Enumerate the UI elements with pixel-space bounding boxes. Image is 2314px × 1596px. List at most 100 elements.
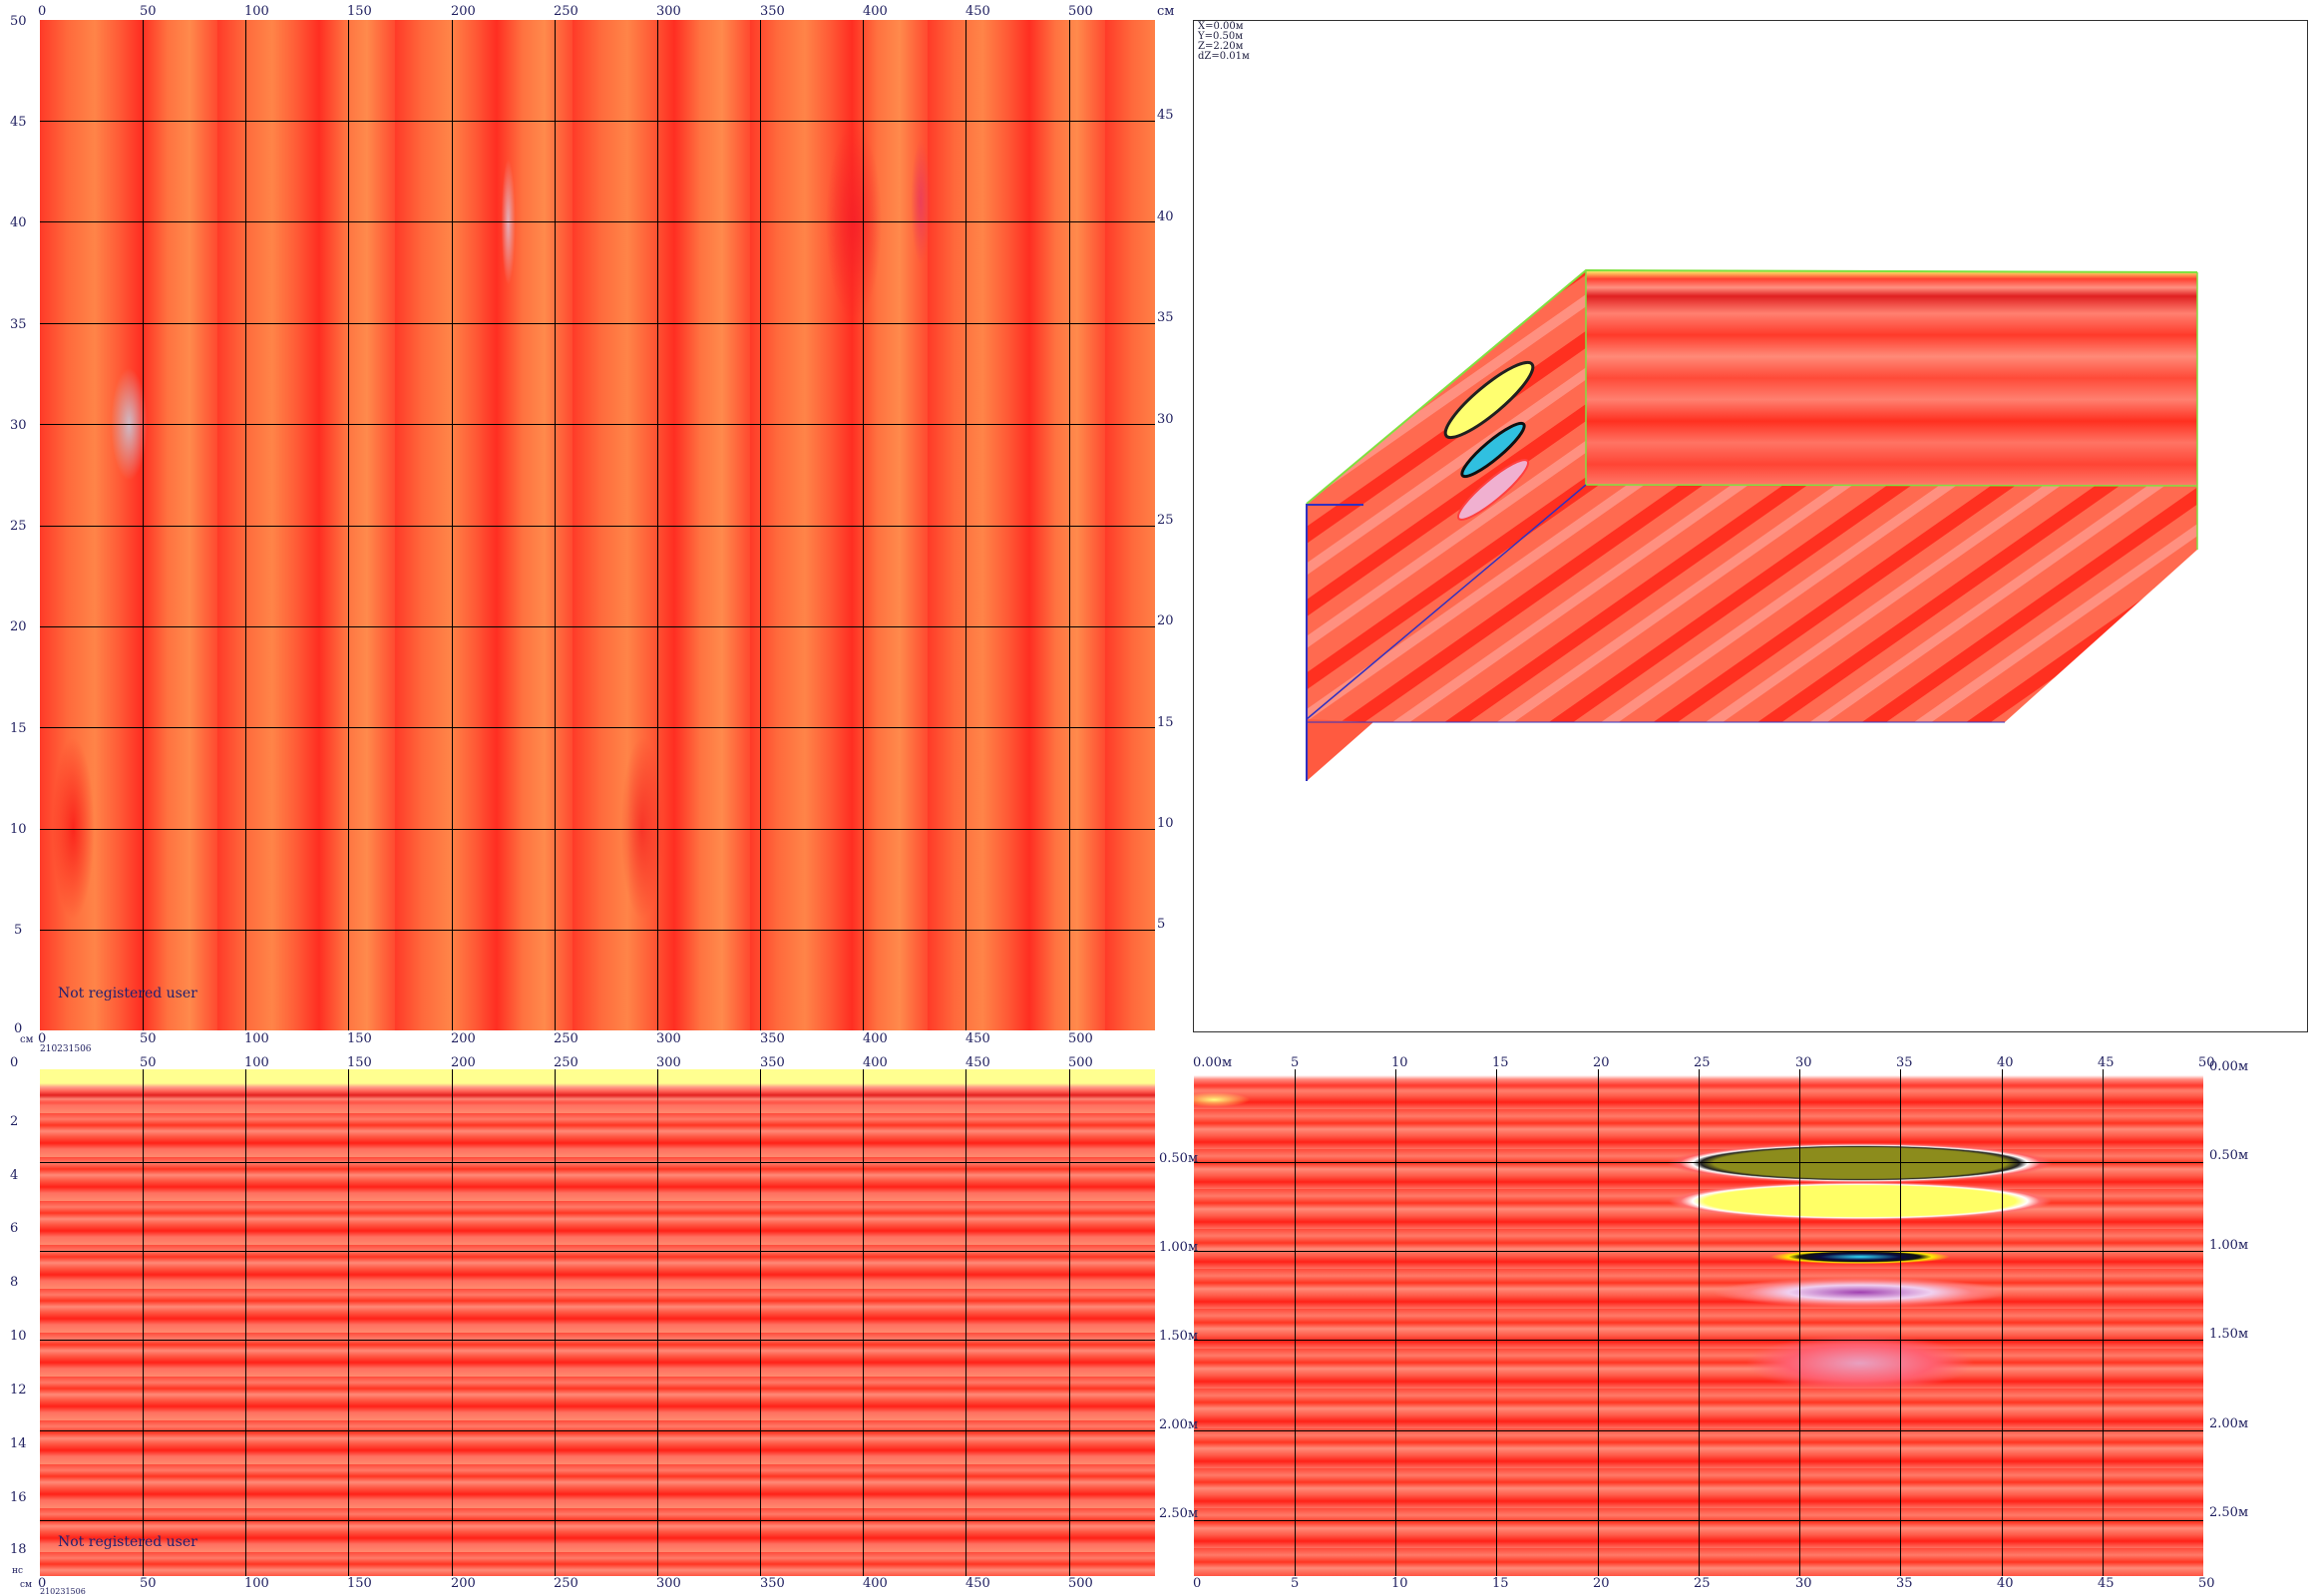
tick: 350 <box>760 1576 785 1591</box>
tick: 400 <box>863 1576 888 1591</box>
depth-slice-view[interactable]: Not registered user <box>40 1069 1155 1576</box>
tick: 40 <box>1997 1055 2014 1070</box>
unregistered-watermark: Not registered user <box>58 986 197 1001</box>
tick: 30 <box>1157 412 1174 427</box>
tick: 15 <box>1492 1576 1509 1591</box>
tick: 200 <box>451 1576 476 1591</box>
readout-y: Y=0.50м <box>1198 31 1244 42</box>
unit-label: см <box>20 1034 34 1045</box>
tick: 16 <box>10 1490 27 1505</box>
tick: 2 <box>10 1114 19 1129</box>
tick: 0.00м <box>1193 1055 1233 1070</box>
tick: 300 <box>656 4 681 19</box>
tick: 0 <box>1193 1576 1202 1591</box>
tick: 15 <box>1157 715 1174 730</box>
tick: 10 <box>1391 1055 1408 1070</box>
tick: 2.00м <box>2209 1416 2249 1431</box>
tick: 40 <box>1157 209 1174 224</box>
tick: 350 <box>760 4 785 19</box>
tick: 300 <box>656 1031 681 1046</box>
tick: 1.00м <box>1159 1240 1199 1255</box>
tick: 100 <box>244 4 269 19</box>
tick: 40 <box>1997 1576 2014 1591</box>
tick: 45 <box>1157 108 1174 123</box>
tick: 35 <box>1896 1055 1913 1070</box>
tick: 0 <box>14 1021 23 1036</box>
radargram-grid <box>1194 1069 2203 1576</box>
bscan-grid <box>40 1069 1155 1576</box>
tick: 300 <box>656 1055 681 1070</box>
tick: 200 <box>451 4 476 19</box>
tick: 2.50м <box>1159 1506 1199 1521</box>
file-id-label: 210231506 <box>40 1587 86 1596</box>
tick: 150 <box>347 1031 372 1046</box>
tick: 4 <box>10 1168 19 1183</box>
tick: 1.00м <box>2209 1238 2249 1253</box>
tick: 400 <box>863 1055 888 1070</box>
tick: 1.50м <box>1159 1329 1199 1344</box>
tick: 30 <box>10 418 27 433</box>
plan-view-map[interactable]: Not registered user <box>40 20 1155 1030</box>
tick: 2.50м <box>2209 1505 2249 1520</box>
tick: 5 <box>1291 1055 1300 1070</box>
tick: 200 <box>451 1031 476 1046</box>
tick: 10 <box>10 822 27 837</box>
tick: 500 <box>1068 1576 1093 1591</box>
tick: 1.50м <box>2209 1327 2249 1342</box>
unit-label: нс <box>12 1566 24 1576</box>
tick: 15 <box>1492 1055 1509 1070</box>
tick: 50 <box>2198 1055 2215 1070</box>
tick: 0 <box>38 4 47 19</box>
file-id-label: 210231506 <box>40 1044 92 1054</box>
tick: 25 <box>1694 1576 1711 1591</box>
tick: 400 <box>863 4 888 19</box>
tick: 250 <box>554 4 578 19</box>
3d-volume-view[interactable] <box>1193 20 2308 1032</box>
tick: 150 <box>347 1576 372 1591</box>
tick: 50 <box>140 1576 157 1591</box>
3d-volume-render <box>1306 268 2198 781</box>
tick: 8 <box>10 1275 19 1290</box>
unregistered-watermark: Not registered user <box>58 1534 197 1550</box>
tick: 500 <box>1068 1055 1093 1070</box>
tick: 10 <box>1391 1576 1408 1591</box>
tick: 50 <box>140 1031 157 1046</box>
tick: 350 <box>760 1055 785 1070</box>
tick: 0.50м <box>2209 1148 2249 1163</box>
tick: 6 <box>10 1221 19 1236</box>
tick: 18 <box>10 1542 27 1557</box>
tick: 12 <box>10 1383 27 1397</box>
tick: 20 <box>1157 613 1174 628</box>
unit-label: см <box>1157 4 1175 19</box>
tick: 15 <box>10 721 27 736</box>
tick: 35 <box>10 317 27 332</box>
tick: 0.50м <box>1159 1151 1199 1166</box>
plan-grid <box>40 20 1155 1030</box>
readout-z: Z=2.20м <box>1198 41 1244 52</box>
tick: 14 <box>10 1436 27 1451</box>
tick: 200 <box>451 1055 476 1070</box>
tick: 250 <box>554 1055 578 1070</box>
tick: 0 <box>10 1055 19 1070</box>
tick: 150 <box>347 1055 372 1070</box>
tick: 350 <box>760 1031 785 1046</box>
tick: 300 <box>656 1576 681 1591</box>
tick: 20 <box>1593 1576 1610 1591</box>
tick: 25 <box>1157 513 1174 528</box>
tick: 50 <box>140 1055 157 1070</box>
tick: 2.00м <box>1159 1417 1199 1432</box>
tick: 45 <box>2098 1576 2115 1591</box>
tick: 25 <box>1694 1055 1711 1070</box>
tick: 50 <box>2198 1576 2215 1591</box>
tick: 5 <box>1291 1576 1300 1591</box>
tick: 35 <box>1896 1576 1913 1591</box>
radargram-view[interactable] <box>1194 1069 2203 1576</box>
tick: 500 <box>1068 4 1093 19</box>
readout-x: X=0.00м <box>1198 21 1244 32</box>
tick: 25 <box>10 519 27 534</box>
tick: 450 <box>965 1031 990 1046</box>
tick: 45 <box>10 115 27 130</box>
tick: 5 <box>1157 917 1166 932</box>
tick: 40 <box>10 215 27 230</box>
tick: 30 <box>1795 1576 1812 1591</box>
